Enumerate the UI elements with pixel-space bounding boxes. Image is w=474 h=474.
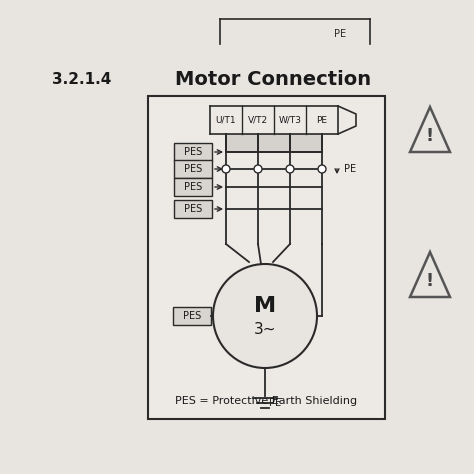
Text: PES: PES [183, 311, 201, 321]
Circle shape [318, 165, 326, 173]
FancyBboxPatch shape [174, 160, 212, 178]
FancyBboxPatch shape [174, 200, 212, 218]
Text: PE: PE [317, 116, 328, 125]
Text: !: ! [426, 127, 434, 145]
Circle shape [222, 165, 230, 173]
Circle shape [213, 264, 317, 368]
Text: 3~: 3~ [254, 322, 276, 337]
Text: PES: PES [184, 147, 202, 157]
FancyBboxPatch shape [174, 143, 212, 161]
Text: V/T2: V/T2 [248, 116, 268, 125]
FancyBboxPatch shape [148, 96, 385, 419]
Text: !: ! [426, 272, 434, 290]
FancyBboxPatch shape [173, 307, 211, 325]
Text: PE: PE [269, 398, 281, 408]
Text: W/T3: W/T3 [279, 116, 301, 125]
Text: 3.2.1.4: 3.2.1.4 [52, 72, 111, 86]
Text: U/T1: U/T1 [216, 116, 237, 125]
Circle shape [254, 165, 262, 173]
Text: PES: PES [184, 204, 202, 214]
Text: Motor Connection: Motor Connection [175, 70, 371, 89]
Text: PE: PE [334, 29, 346, 39]
Text: PES: PES [184, 182, 202, 192]
Circle shape [286, 165, 294, 173]
FancyBboxPatch shape [226, 134, 322, 152]
Text: PE: PE [344, 164, 356, 174]
Text: M: M [254, 296, 276, 316]
FancyBboxPatch shape [174, 178, 212, 196]
Text: PES = Protective Earth Shielding: PES = Protective Earth Shielding [175, 396, 357, 406]
Text: PES: PES [184, 164, 202, 174]
